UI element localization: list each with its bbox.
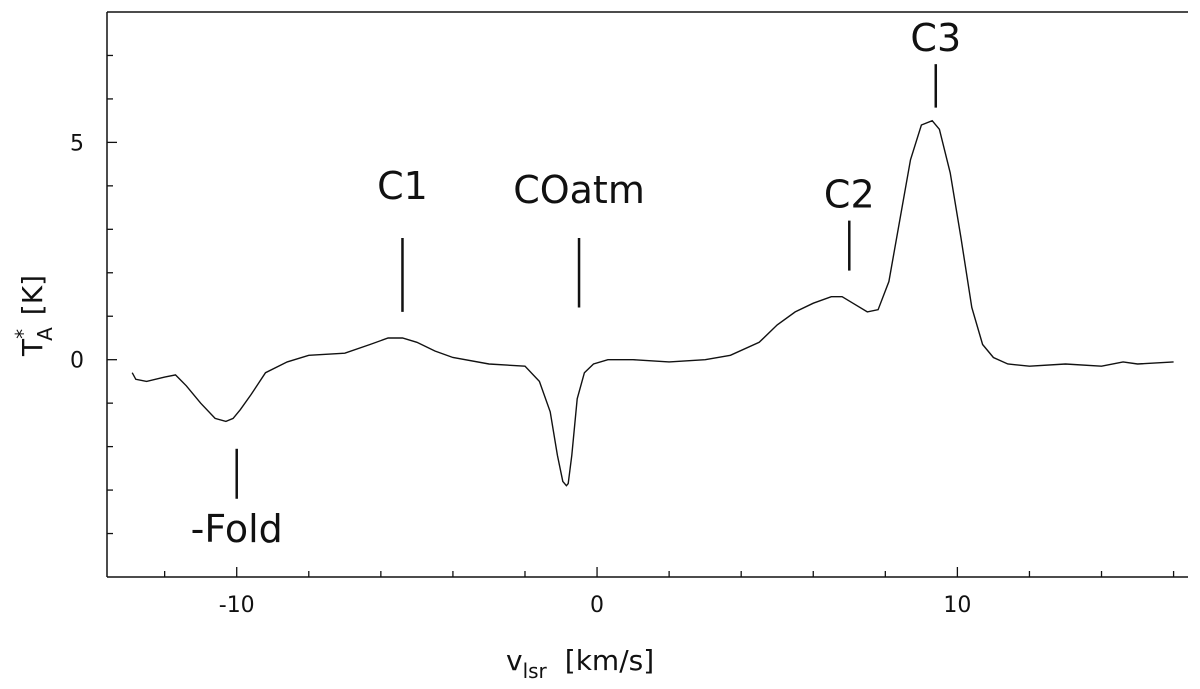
- annotations: -Fold C1 COatm C2 C3: [191, 16, 961, 551]
- y-axis-label: T*A[K]: [11, 275, 57, 357]
- x-tick-label: 10: [943, 593, 971, 618]
- annotation-label: COatm: [513, 168, 645, 212]
- annotation-label: -Fold: [191, 507, 283, 551]
- annotation-label: C1: [377, 164, 428, 208]
- tick-labels: -10 0 10 0 5: [70, 131, 971, 618]
- axes: [106, 11, 1188, 578]
- svg-text:T*A[K]: T*A[K]: [11, 275, 57, 357]
- ticks: [107, 54, 1175, 577]
- x-tick-label: -10: [219, 593, 255, 618]
- x-axis-label: vlsr [km/s]: [506, 644, 654, 683]
- x-tick-label: 0: [590, 593, 604, 618]
- annotation-label: C3: [910, 16, 961, 60]
- y-tick-label: 0: [70, 349, 84, 374]
- spectrum-line: [131, 119, 1174, 487]
- annotation-label: C2: [824, 173, 875, 217]
- y-tick-label: 5: [70, 131, 84, 156]
